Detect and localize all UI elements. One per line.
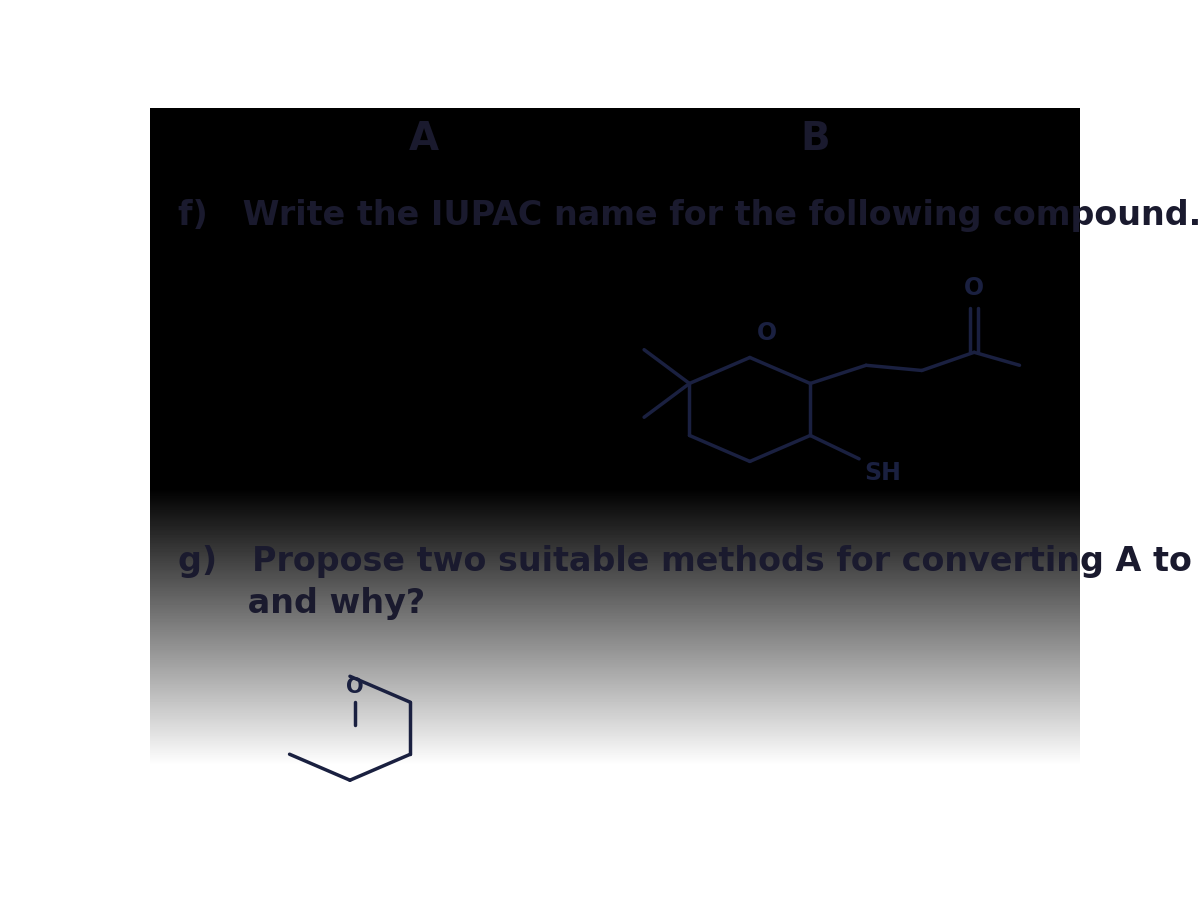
Text: O: O: [346, 677, 364, 697]
Text: A: A: [409, 121, 439, 158]
Text: O: O: [964, 275, 984, 300]
Text: g)   Propose two suitable methods for converting A to B.  Whic: g) Propose two suitable methods for conv…: [178, 545, 1200, 579]
Text: and why?: and why?: [178, 587, 425, 620]
Text: SH: SH: [865, 461, 901, 485]
Text: B: B: [800, 121, 829, 158]
Text: O: O: [757, 321, 778, 345]
Text: f)   Write the IUPAC name for the following compound.: f) Write the IUPAC name for the followin…: [178, 199, 1200, 232]
